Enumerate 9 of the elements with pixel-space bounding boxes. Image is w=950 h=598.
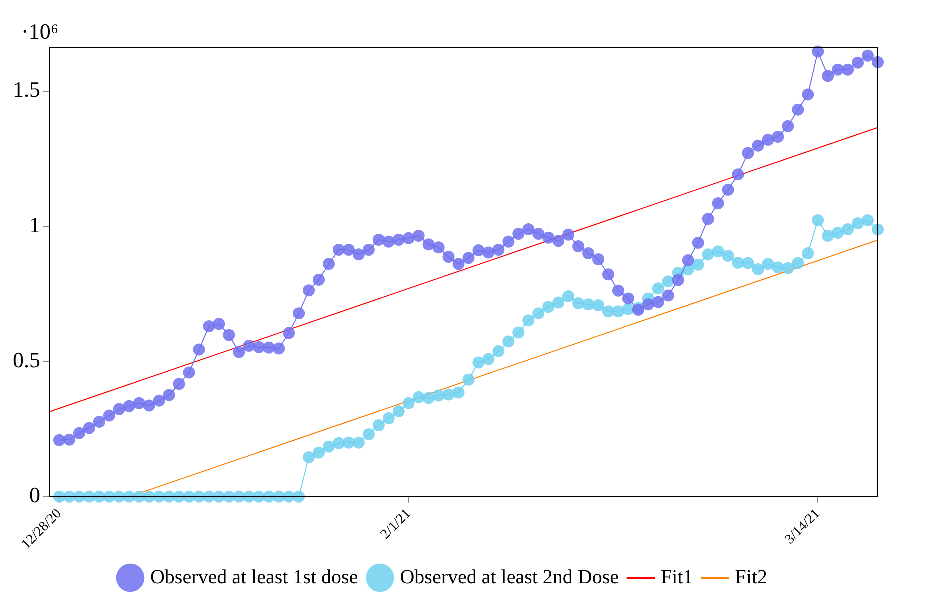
y-tick-label: 0.5 [13, 347, 40, 372]
y-tick-label: 1.5 [13, 77, 40, 102]
legend-label: Fit1 [661, 566, 694, 588]
legend-label: Observed at least 2nd Dose [400, 566, 620, 588]
y-axis-title: ·10⁶ [22, 18, 58, 44]
y-tick-label: 0 [30, 482, 40, 508]
legend-label: Fit2 [735, 566, 768, 588]
y-tick-label: 1 [30, 212, 40, 238]
legend-label: Observed at least 1st dose [150, 566, 358, 588]
